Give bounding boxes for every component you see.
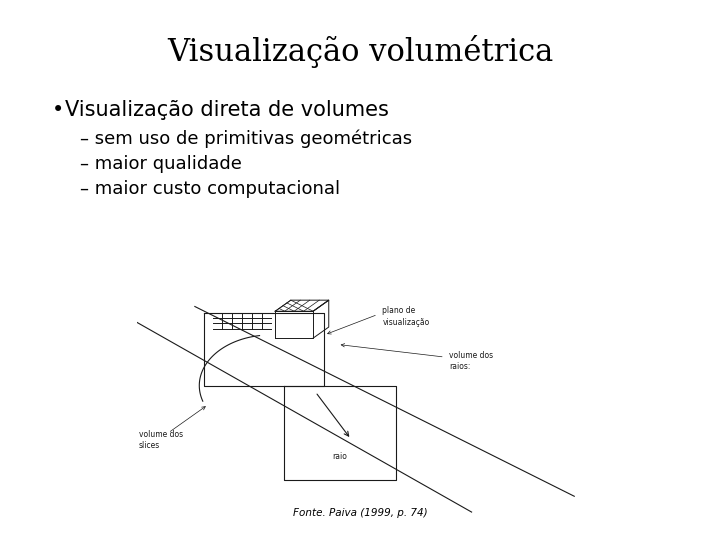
Text: Visualização direta de volumes: Visualização direta de volumes [65,100,389,120]
Text: raios:: raios: [449,362,471,371]
Text: – maior custo computacional: – maior custo computacional [80,180,340,198]
Text: – maior qualidade: – maior qualidade [80,155,242,173]
Text: •: • [52,100,64,120]
Text: visualização: visualização [382,318,430,327]
Text: Fonte. Paiva (1999, p. 74): Fonte. Paiva (1999, p. 74) [293,508,427,518]
Text: raio: raio [333,452,347,461]
Text: slices: slices [139,441,161,450]
Text: volume dos: volume dos [139,430,183,439]
Text: Visualização volumétrica: Visualização volumétrica [167,35,553,68]
Text: – sem uso de primitivas geométricas: – sem uso de primitivas geométricas [80,130,412,148]
Text: volume dos: volume dos [449,351,493,360]
Text: plano de: plano de [382,307,415,315]
